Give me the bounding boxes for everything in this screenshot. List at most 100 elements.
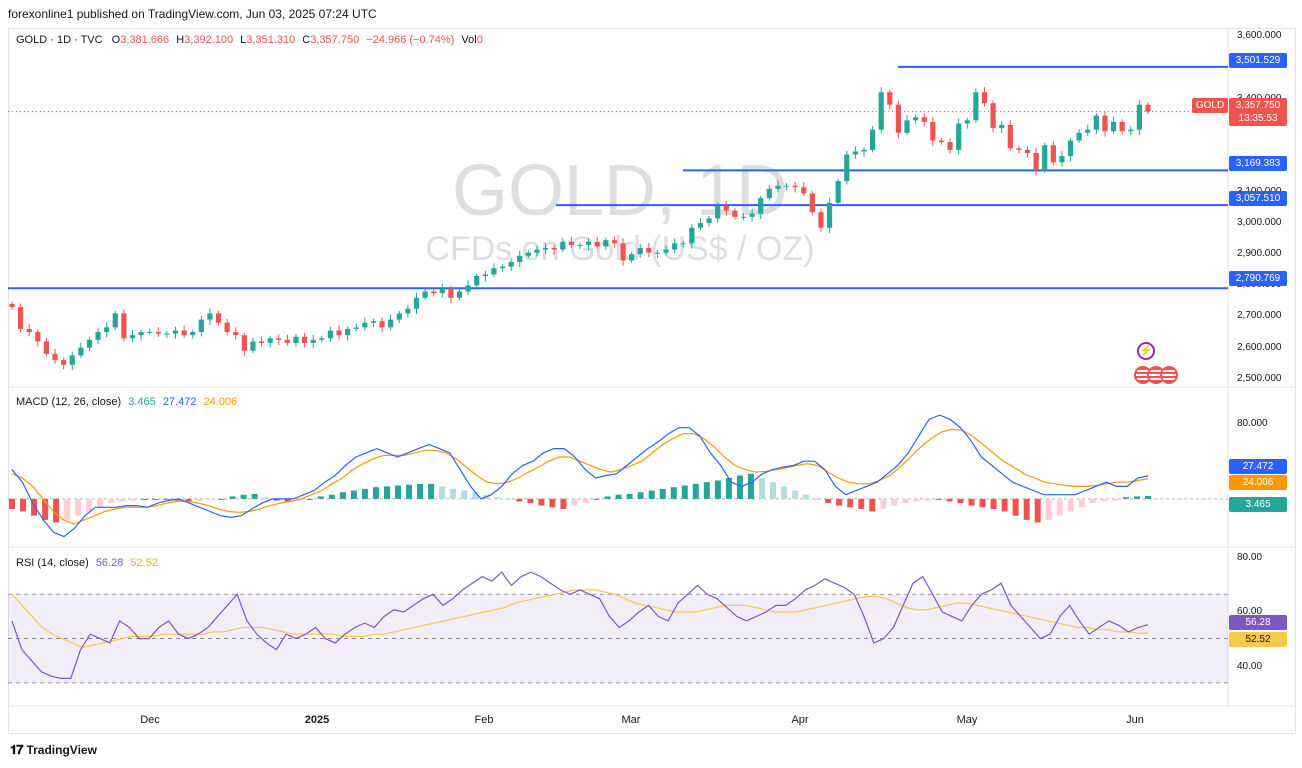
- candle-body: [276, 338, 282, 340]
- high-value: 3,392.100: [184, 34, 234, 46]
- rsi-legend: RSI (14, close) 56.28 52.52: [16, 557, 158, 569]
- candle-body: [465, 285, 471, 292]
- macd-histogram-bar: [803, 494, 810, 499]
- x-label-feb: Feb: [474, 714, 494, 726]
- candle-body: [981, 92, 988, 104]
- candle-body: [190, 332, 196, 336]
- macd-histogram-bar: [130, 498, 137, 501]
- candle-body: [586, 241, 592, 245]
- candle-body: [172, 330, 179, 334]
- candle-body: [258, 341, 265, 343]
- macd-histogram-bar: [20, 498, 27, 512]
- volume-label: Vol: [461, 34, 477, 46]
- candle-body: [241, 335, 247, 351]
- footer-brand: TradingView: [26, 743, 97, 757]
- candle-body: [629, 254, 635, 261]
- candle-body: [715, 205, 721, 219]
- volume-value: 0: [476, 34, 483, 46]
- macd-histogram-bar: [979, 498, 986, 508]
- candle-body: [1067, 140, 1074, 157]
- candle-body: [749, 213, 755, 217]
- macd-histogram-bar: [758, 477, 765, 499]
- candle-body: [207, 313, 213, 320]
- macd-histogram-bar: [516, 498, 523, 502]
- candle-body: [353, 327, 359, 329]
- price-axis-tick: 3,000.000: [1237, 217, 1282, 229]
- candle-body: [448, 288, 454, 298]
- low-value: 3,351.310: [246, 34, 296, 46]
- macd-histogram-bar: [229, 496, 236, 499]
- candle-body: [663, 249, 669, 253]
- macd-histogram-bar: [615, 494, 622, 499]
- candle-body: [319, 338, 325, 340]
- candle-body: [689, 227, 695, 244]
- macd-axis-80: 80.000: [1237, 418, 1268, 429]
- macd-histogram-bar: [847, 498, 854, 508]
- macd-histogram-bar: [891, 498, 898, 506]
- rsi-axis-40: 40.00: [1237, 661, 1263, 672]
- price-axis-tick: 2,600.000: [1237, 341, 1282, 353]
- candle-body: [302, 336, 308, 343]
- macd-histogram-bar: [350, 490, 357, 499]
- candle-body: [672, 243, 678, 250]
- candle-body: [293, 336, 299, 343]
- macd-histogram-bar: [240, 494, 247, 499]
- macd-histogram-bar: [990, 498, 997, 509]
- x-label-dec: Dec: [140, 714, 160, 726]
- open-label: O: [111, 34, 121, 46]
- current-price-tag: 3,357.750: [1229, 98, 1287, 113]
- macd-histogram-bar: [681, 485, 688, 499]
- candle-body: [413, 297, 420, 309]
- macd-histogram-bar: [781, 486, 788, 499]
- x-label-mar: Mar: [621, 714, 641, 726]
- macd-signal-value: 24.006: [203, 396, 238, 408]
- candle-body: [646, 247, 652, 253]
- macd-line-value: 27.472: [162, 396, 197, 408]
- macd-histogram-bar: [450, 488, 457, 499]
- candle-body: [104, 327, 110, 333]
- price-legend: GOLD · 1D · TVC O3,381.666 H3,392.100 L3…: [16, 34, 483, 46]
- hist-value-tag: 3.465: [1229, 497, 1287, 512]
- candle-body: [112, 313, 118, 328]
- macd-histogram-bar: [703, 482, 710, 499]
- candle-body: [35, 332, 41, 342]
- macd-histogram-bar: [317, 496, 324, 499]
- macd-histogram-bar: [361, 488, 368, 499]
- macd-hist-value: 3.465: [128, 396, 156, 408]
- candle-body: [697, 223, 704, 228]
- macd-histogram-bar: [725, 477, 732, 499]
- candle-body: [775, 185, 781, 189]
- macd-histogram-bar: [383, 486, 390, 499]
- macd-histogram-bar: [1045, 498, 1052, 520]
- candle-body: [809, 193, 815, 213]
- candle-body: [525, 252, 531, 256]
- us-flag-icon[interactable]: [1134, 366, 1180, 384]
- macd-histogram-bar: [1001, 498, 1008, 512]
- candle-body: [129, 335, 136, 339]
- macd-histogram-bar: [42, 498, 49, 520]
- macd-histogram-bar: [1023, 498, 1030, 520]
- macd-histogram-bar: [53, 498, 60, 523]
- candle-body: [852, 151, 858, 155]
- macd-histogram-bar: [1122, 497, 1129, 499]
- candle-body: [620, 243, 626, 261]
- macd-histogram-bar: [869, 498, 876, 512]
- close-label: C: [302, 34, 311, 46]
- macd-histogram-bar: [196, 498, 203, 501]
- countdown-tag: 13:35:53: [1229, 111, 1287, 126]
- macd-histogram-bar: [306, 498, 313, 500]
- macd-histogram-bar: [604, 496, 611, 499]
- level-tag-2: 3,169.383: [1229, 156, 1287, 171]
- candle-body: [491, 268, 497, 275]
- lightning-icon[interactable]: ⚡: [1137, 342, 1155, 360]
- candle-body: [61, 360, 67, 365]
- candle-body: [930, 121, 936, 141]
- candle-body: [568, 241, 574, 245]
- candle-body: [956, 123, 962, 150]
- candle-body: [69, 355, 75, 365]
- macd-histogram-bar: [1078, 498, 1085, 508]
- rsi-value: 56.28: [95, 557, 124, 569]
- macd-histogram-bar: [339, 492, 346, 499]
- symbol-label: GOLD · 1D · TVC: [16, 34, 103, 46]
- macd-value-tag: 27.472: [1229, 459, 1287, 474]
